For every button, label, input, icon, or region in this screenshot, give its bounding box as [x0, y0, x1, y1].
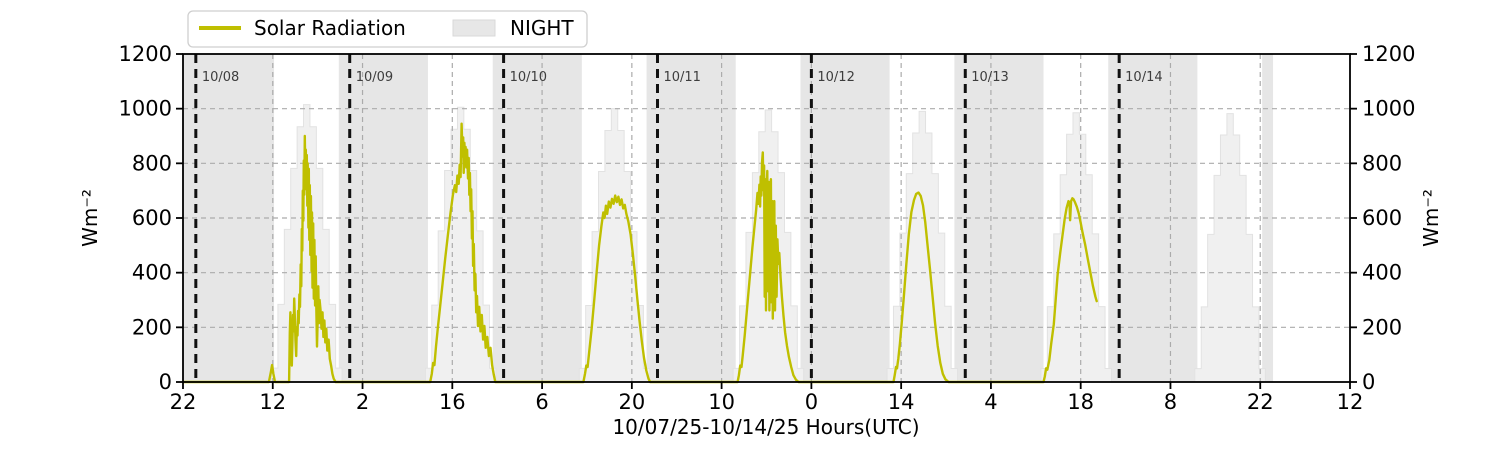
day-boundary-label: 10/10: [510, 70, 547, 85]
day-boundary-label: 10/11: [663, 70, 700, 85]
x-tick-label: 22: [1247, 390, 1274, 414]
y-tick-label-right: 0: [1362, 370, 1375, 394]
legend-night-patch-swatch: [452, 19, 496, 37]
clear-sky-step-curve: [270, 104, 343, 383]
day-boundary-labels: 10/08 10/09 10/10 10/11 10/12 10/13 10/14: [202, 70, 1163, 85]
day-boundary-label: 10/14: [1125, 70, 1162, 85]
solar-radiation-line: [181, 122, 1098, 384]
x-tick-label: 12: [1337, 390, 1364, 414]
x-tick-label: 0: [805, 390, 818, 414]
y-axis-label-right: Wm⁻²: [1419, 189, 1443, 247]
axes-frame-and-ticks: [176, 53, 1357, 389]
y-tick-label-left: 0: [159, 370, 172, 394]
day-boundary-label: 10/08: [202, 70, 239, 85]
x-tick-label: 10: [708, 390, 735, 414]
legend: Solar Radiation NIGHT: [187, 10, 588, 48]
x-tick-label: 18: [1067, 390, 1094, 414]
solar-radiation-series: [181, 122, 1098, 384]
y-tick-label-left: 200: [132, 315, 172, 339]
x-tick-label: 8: [1164, 390, 1177, 414]
clear-sky-step-curve: [1040, 112, 1112, 383]
day-boundary-lines: [194, 54, 1121, 382]
y-tick-label-right: 1000: [1362, 97, 1415, 121]
x-tick-label: 20: [618, 390, 645, 414]
x-tick-label: 6: [535, 390, 548, 414]
day-boundary-label: 10/09: [356, 70, 393, 85]
y-tick-label-left: 1200: [119, 42, 172, 66]
clear-sky-step-curve: [886, 110, 959, 383]
y-tick-label-right: 200: [1362, 315, 1402, 339]
x-axis-label: 10/07/25-10/14/25 Hours(UTC): [612, 415, 919, 439]
x-tick-label: 14: [888, 390, 915, 414]
x-tick-label: 22: [170, 390, 197, 414]
day-boundary-label: 10/13: [971, 70, 1008, 85]
y-tick-label-left: 1000: [119, 97, 172, 121]
y-axis-label-left: Wm⁻²: [78, 189, 102, 247]
y-tick-label-left: 600: [132, 206, 172, 230]
x-tick-label: 16: [439, 390, 466, 414]
x-tick-label: 2: [356, 390, 369, 414]
y-tick-label-left: 800: [132, 151, 172, 175]
legend-solar-label: Solar Radiation: [254, 16, 406, 40]
y-tick-label-left: 400: [132, 261, 172, 285]
y-tick-label-right: 1200: [1362, 42, 1415, 66]
x-tick-label: 12: [259, 390, 286, 414]
y-tick-label-right: 800: [1362, 151, 1402, 175]
legend-night-label: NIGHT: [510, 16, 574, 40]
y-tick-label-right: 600: [1362, 206, 1402, 230]
clear-sky-step-curve: [1194, 113, 1266, 383]
day-boundary-label: 10/12: [817, 70, 854, 85]
x-tick-label: 4: [984, 390, 997, 414]
y-tick-label-right: 400: [1362, 261, 1402, 285]
